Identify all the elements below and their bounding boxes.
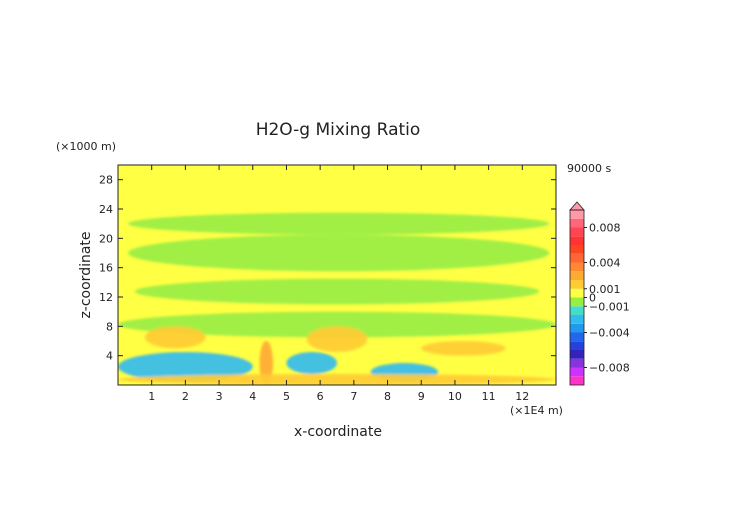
plot-frame	[117, 164, 557, 386]
region-orange-patch-center	[306, 326, 368, 352]
x-tick-label: 10	[448, 390, 462, 403]
colorbar-swatch	[570, 210, 584, 219]
x-tick-label: 5	[283, 390, 290, 403]
region-blue-lower-center	[286, 352, 337, 374]
colorbar-swatch	[570, 332, 584, 342]
colorbar-tick-label: 0.008	[589, 222, 621, 235]
colorbar-swatch	[570, 358, 584, 368]
colorbar-tick-label: −0.001	[589, 300, 630, 313]
x-tick-label: 9	[418, 390, 425, 403]
colorbar-tick-label: 0	[589, 292, 596, 305]
colorbar-swatch	[570, 236, 584, 245]
x-tick-label: 1	[148, 390, 155, 403]
region-surface-orange	[118, 374, 556, 385]
region-green-band-low	[118, 311, 556, 338]
y-axis-ticks: 4 8 12 16 20 24 28	[99, 174, 556, 363]
region-green-band-lower	[134, 278, 540, 305]
y-unit-label: (×1000 m)	[56, 140, 116, 153]
y-tick-label: 12	[99, 291, 113, 304]
colorbar-swatch	[570, 227, 584, 237]
y-tick-label: 24	[99, 203, 113, 216]
chart-title: H2O-g Mixing Ratio	[256, 120, 421, 140]
y-tick-label: 8	[106, 320, 113, 333]
region-blue-lower-left	[118, 352, 253, 382]
x-tick-label: 8	[384, 390, 391, 403]
colorbar-swatch	[570, 288, 584, 298]
region-orange-patch-left	[144, 326, 206, 349]
y-tick-label: 16	[99, 262, 113, 275]
x-unit-label: (×1E4 m)	[510, 404, 563, 417]
region-green-band-upper	[128, 212, 550, 235]
colorbar-swatch	[570, 253, 584, 263]
colorbar-tick-label: −0.004	[589, 327, 630, 340]
colorbar-tick-label: −0.008	[589, 362, 630, 375]
colorbar-swatch	[570, 306, 584, 315]
region-orange-patch-right	[421, 341, 506, 356]
y-axis-label: z-coordinate	[78, 231, 94, 318]
x-tick-label: 2	[182, 390, 189, 403]
colorbar-swatch	[570, 280, 584, 289]
colorbar-swatch	[570, 350, 584, 359]
colorbar-swatch	[570, 323, 584, 333]
x-tick-label: 3	[216, 390, 223, 403]
y-tick-label: 28	[99, 174, 113, 187]
colorbar-swatch	[570, 367, 584, 377]
region-orange-plume	[259, 341, 273, 385]
colorbar-tick-label: 0.001	[589, 283, 621, 296]
x-axis-ticks: 1 2 3 4 5 6 7 8 9 10 11 12	[148, 165, 529, 403]
y-tick-label: 20	[99, 232, 113, 245]
time-label: 90000 s	[567, 162, 611, 175]
colorbar-swatch	[570, 341, 584, 350]
x-axis-label: x-coordinate	[294, 424, 382, 440]
x-tick-label: 12	[515, 390, 529, 403]
plot-area	[118, 165, 556, 385]
colorbar-swatch	[570, 262, 584, 272]
x-tick-label: 4	[249, 390, 256, 403]
x-tick-label: 6	[317, 390, 324, 403]
colorbar-swatch	[570, 315, 584, 324]
colorbar-tick-label: 0.004	[589, 257, 621, 270]
colorbar-swatch	[570, 218, 584, 228]
colorbar-swatch	[570, 376, 584, 385]
x-tick-label: 7	[350, 390, 357, 403]
x-tick-label: 11	[482, 390, 496, 403]
colorbar	[569, 201, 585, 386]
colorbar-swatch	[570, 245, 584, 254]
colorbar-swatch	[570, 271, 584, 280]
y-tick-label: 4	[106, 350, 113, 363]
colorbar-arrow	[569, 201, 585, 211]
region-green-band-middle	[128, 234, 550, 272]
colorbar-swatch	[570, 297, 584, 307]
